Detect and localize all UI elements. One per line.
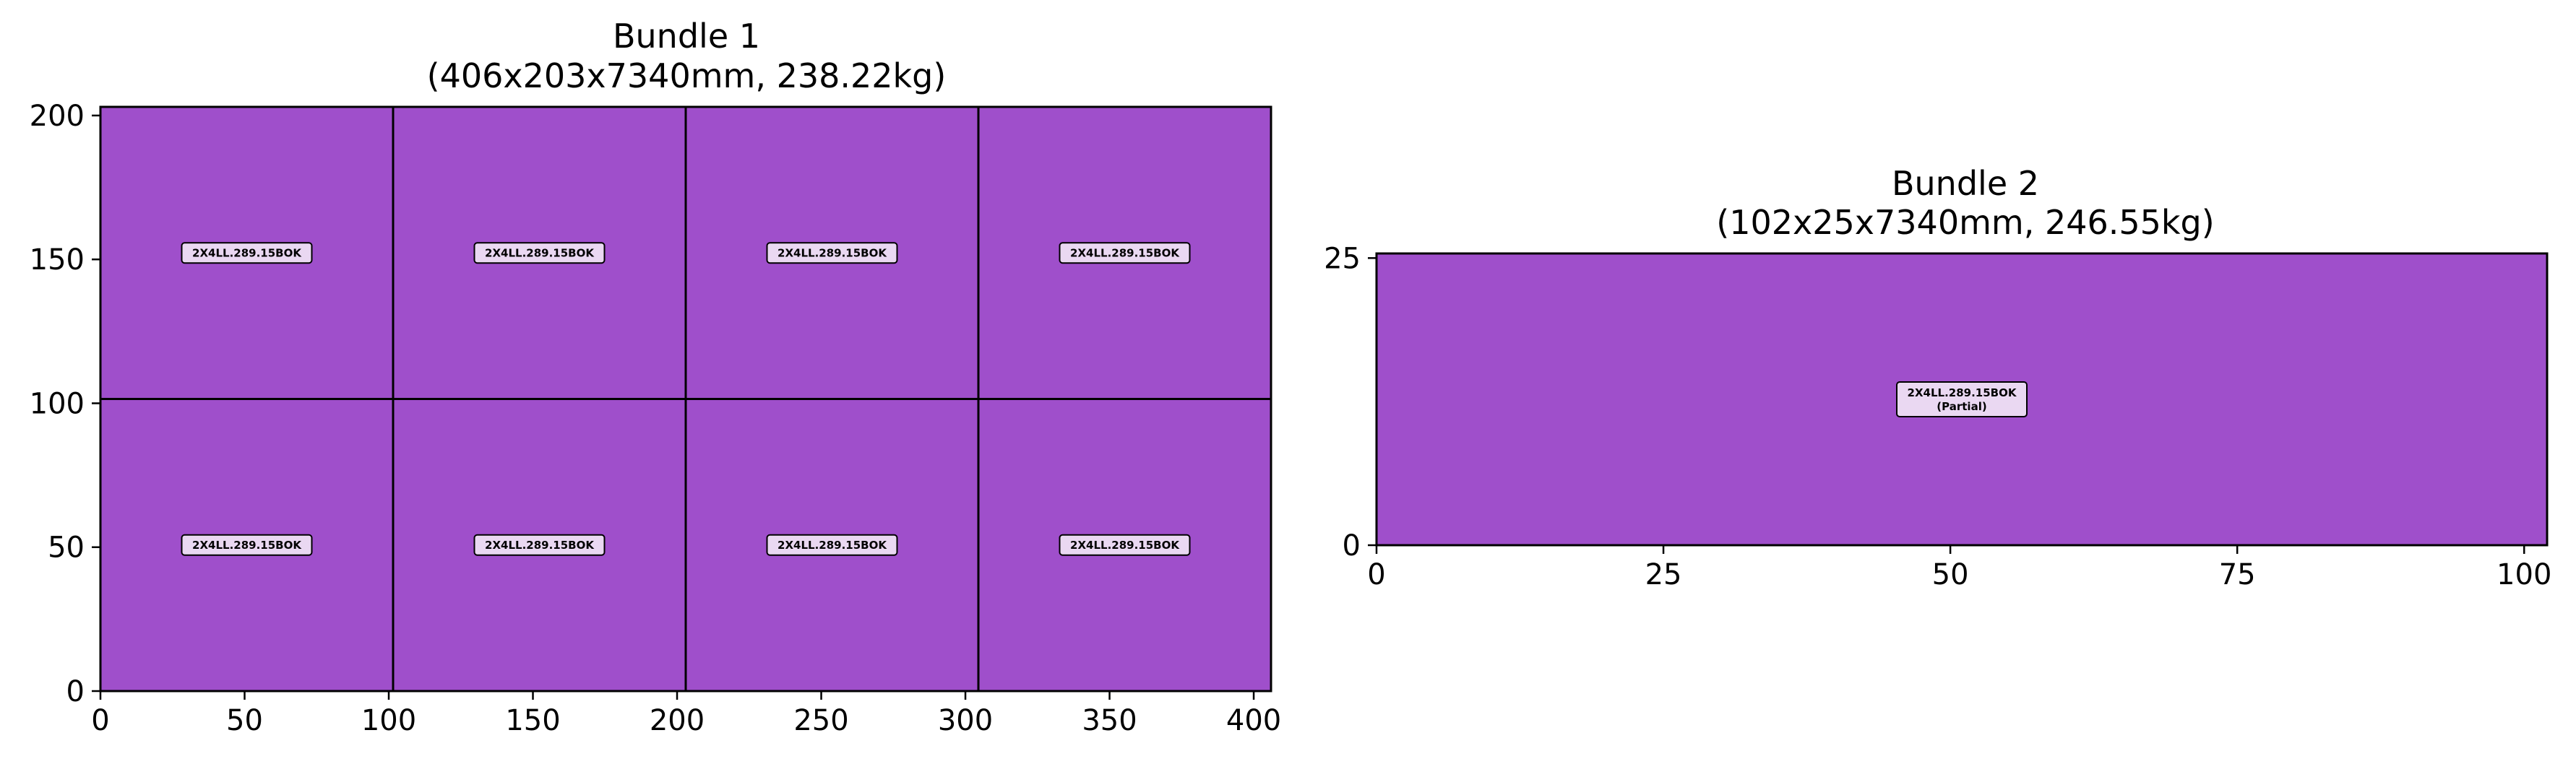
bundle-2-x-tick-label-100: 100 — [2497, 558, 2551, 591]
bundle-1-x-tick-label-250: 250 — [793, 704, 848, 737]
bundle-1-x-tick-label-350: 350 — [1082, 704, 1137, 737]
bundle-1-x-tick-label-100: 100 — [361, 704, 416, 737]
bundle-1-title-line1: Bundle 1 — [613, 17, 760, 56]
bundle-1-piece-3-label-box — [766, 242, 898, 264]
bundle-2-piece-1-label: 2X4LL.289.15BOK — [1908, 386, 2017, 399]
bundle-1-piece-1-label-box — [181, 242, 313, 264]
bundle-1-chart: Bundle 1 (406x203x7340mm, 238.22kg) 2X4L… — [30, 17, 1282, 737]
bundle-1-x-tick-label-0: 0 — [91, 704, 109, 737]
bundle-2-y-tick-label-0: 0 — [1343, 529, 1361, 563]
bundle-2-title-line2: (102x25x7340mm, 246.55kg) — [1716, 203, 2214, 242]
bundle-2-x-tick-label-25: 25 — [1645, 558, 1682, 591]
bundle-1-piece-5-label-box — [181, 534, 313, 556]
bundle-1-piece-4-label-box — [1059, 242, 1191, 264]
bundle-1-piece-4-label: 2X4LL.289.15BOK — [1070, 246, 1180, 259]
bundle-1-piece-8-label: 2X4LL.289.15BOK — [1070, 539, 1180, 552]
bundle-2-chart: Bundle 2 (102x25x7340mm, 246.55kg) 2X4LL… — [1324, 164, 2551, 591]
bundle-1-axes-frame — [99, 105, 1272, 693]
bundle-1-piece-7-label-box — [766, 534, 898, 556]
bundle-2-x-tick-label-75: 75 — [2219, 558, 2256, 591]
bundle-1-piece-6-label: 2X4LL.289.15BOK — [485, 539, 595, 552]
bundle-1-x-tick-label-400: 400 — [1226, 704, 1281, 737]
bundle-1-y-tick-label-100: 100 — [30, 387, 85, 420]
bundle-2-x-tick-label-50: 50 — [1932, 558, 1969, 591]
bundle-2-title-line1: Bundle 2 — [1892, 164, 2039, 203]
bundle-2-y-tick-label-25: 25 — [1324, 242, 1361, 275]
bundle-2-x-tick-label-0: 0 — [1367, 558, 1385, 591]
bundle-1-x-tick-label-200: 200 — [650, 704, 705, 737]
bundle-1-piece-8-label-box — [1059, 534, 1191, 556]
bundle-1-piece-2-label: 2X4LL.289.15BOK — [485, 246, 595, 259]
bundle-2-axes-frame — [1375, 252, 2549, 547]
bundle-1-x-tick-label-300: 300 — [938, 704, 993, 737]
bundle-1-piece-7-label: 2X4LL.289.15BOK — [777, 539, 887, 552]
bundle-1-piece-2-label-box — [473, 242, 606, 264]
bundle-1-piece-1-label: 2X4LL.289.15BOK — [192, 246, 302, 259]
bundle-1-piece-5-label: 2X4LL.289.15BOK — [192, 539, 302, 552]
bundle-1-x-tick-label-50: 50 — [226, 704, 263, 737]
bundle-1-piece-6-label-box — [473, 534, 606, 556]
bundle-1-y-tick-label-150: 150 — [30, 243, 85, 277]
bundle-1-y-tick-label-0: 0 — [66, 675, 85, 708]
bundle-1-x-tick-label-150: 150 — [505, 704, 560, 737]
bundle-2-piece-1-label-box — [1896, 381, 2028, 417]
bundle-1-piece-3-label: 2X4LL.289.15BOK — [777, 246, 887, 259]
bundle-1-title-line2: (406x203x7340mm, 238.22kg) — [427, 56, 947, 95]
bundle-1-y-tick-label-50: 50 — [48, 531, 85, 565]
bundle-2-piece-1-label-note: (Partial) — [1937, 400, 1986, 413]
bundle-1-y-tick-label-200: 200 — [30, 100, 85, 133]
